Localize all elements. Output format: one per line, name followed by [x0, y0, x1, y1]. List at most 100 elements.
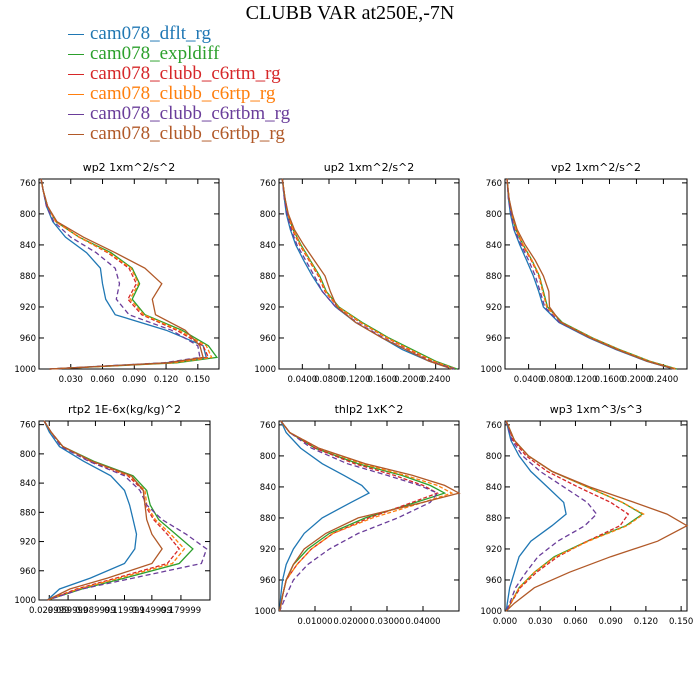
x-tick-label: 0.090 [122, 375, 146, 385]
series-line-4 [506, 178, 677, 370]
x-tick-label: 0.119999 [104, 606, 145, 616]
y-tick-label: 800 [260, 452, 276, 462]
x-tick-label: 0.2000 [622, 375, 652, 385]
panel-title: thlp2 1xK^2 [335, 403, 404, 416]
y-tick-label: 1000 [14, 596, 36, 606]
x-tick-label: 0.059999 [48, 606, 89, 616]
x-tick-label: 0.0800 [314, 375, 344, 385]
figure-title: CLUBB VAR at250E,-7N [245, 2, 455, 24]
y-tick-label: 1000 [480, 607, 502, 617]
x-tick-label: 0.029999 [29, 606, 70, 616]
series-line-3 [40, 178, 210, 370]
legend-swatch-1 [68, 33, 84, 35]
series-line-1 [279, 420, 371, 612]
panel-frame [278, 420, 460, 612]
x-tick-label: 0.120 [154, 375, 178, 385]
legend-swatch-6 [68, 133, 84, 135]
x-tick-label: 0.2000 [394, 375, 424, 385]
y-tick-label: 800 [486, 210, 502, 220]
legend-item-1: cam078_dflt_rg [68, 23, 290, 44]
series-line-2 [279, 420, 447, 612]
legend-label-4: cam078_clubb_c6rtp_rg [90, 83, 276, 104]
legend-item-3: cam078_clubb_c6rtm_rg [68, 63, 290, 84]
legend-label-6: cam078_clubb_c6rtbp_rg [90, 123, 285, 144]
series-line-5 [43, 420, 208, 601]
x-tick-label: 0.1200 [568, 375, 598, 385]
y-tick-label: 960 [486, 576, 502, 586]
y-tick-label: 760 [260, 421, 276, 431]
x-tick-label: 0.060 [90, 375, 114, 385]
y-tick-label: 760 [260, 179, 276, 189]
x-tick-label: 0.04000 [405, 617, 440, 627]
y-tick-label: 880 [20, 272, 36, 282]
y-tick-label: 840 [486, 241, 502, 251]
legend-label-5: cam078_clubb_c6rtbm_rg [90, 103, 291, 124]
y-tick-label: 880 [260, 272, 276, 282]
panel-5: thlp2 1xK^2 760 800 840 880 920 960 1000 0.01000… [254, 403, 461, 627]
series-line-6 [281, 178, 453, 370]
panel-frame [278, 178, 460, 370]
x-tick-label: 0.179999 [161, 606, 202, 616]
x-tick-label: 0.2400 [649, 375, 679, 385]
legend: cam078_dflt_rg cam078_expldiff cam078_cl… [68, 23, 291, 144]
legend-item-4: cam078_clubb_c6rtp_rg [68, 83, 290, 104]
y-tick-label: 800 [20, 450, 36, 460]
y-tick-label: 1000 [254, 365, 276, 375]
series-line-5 [40, 178, 201, 370]
y-tick-label: 880 [260, 514, 276, 524]
legend-item-2: cam078_expldiff [68, 43, 290, 64]
series-line-1 [40, 178, 208, 370]
series-line-6 [505, 420, 689, 612]
x-tick-label: 0.1600 [367, 375, 397, 385]
y-tick-label: 920 [486, 303, 502, 313]
y-tick-label: 880 [486, 272, 502, 282]
y-tick-label: 920 [260, 303, 276, 313]
x-tick-label: 0.150 [669, 617, 693, 627]
panel-title: rtp2 1E-6x(kg/kg)^2 [68, 403, 181, 416]
series-line-6 [506, 178, 675, 370]
legend-label-3: cam078_clubb_c6rtm_rg [90, 63, 281, 84]
x-tick-label: 0.030 [528, 617, 552, 627]
y-tick-label: 960 [20, 334, 36, 344]
series-line-4 [40, 178, 213, 370]
x-tick-label: 0.089999 [75, 606, 116, 616]
legend-swatch-2 [68, 53, 84, 55]
panel-frame [38, 178, 220, 370]
x-tick-label: 0.01000 [297, 617, 332, 627]
x-tick-label: 0.000 [493, 617, 517, 627]
y-tick-label: 760 [486, 179, 502, 189]
series-line-3 [505, 420, 630, 612]
y-tick-label: 840 [20, 479, 36, 489]
y-tick-label: 920 [486, 545, 502, 555]
legend-label-1: cam078_dflt_rg [90, 23, 212, 44]
series-line-1 [281, 178, 453, 370]
series-line-5 [281, 178, 455, 370]
panel-frame [504, 178, 688, 370]
x-tick-label: 0.090 [599, 617, 623, 627]
x-tick-label: 0.149999 [132, 606, 173, 616]
y-tick-label: 840 [486, 483, 502, 493]
series-line-3 [281, 178, 456, 370]
y-tick-label: 920 [20, 303, 36, 313]
x-tick-label: 0.0800 [541, 375, 571, 385]
y-tick-label: 880 [486, 514, 502, 524]
y-tick-label: 1000 [254, 607, 276, 617]
x-tick-label: 0.03000 [369, 617, 404, 627]
panel-title: vp2 1xm^2/s^2 [551, 161, 641, 174]
panel-3: vp2 1xm^2/s^2 760 800 840 880 920 960 1000 0.040… [480, 161, 688, 385]
x-tick-label: 0.1600 [595, 375, 625, 385]
series-line-5 [505, 420, 598, 612]
y-tick-label: 960 [486, 334, 502, 344]
y-tick-label: 880 [20, 508, 36, 518]
panel-1: wp2 1xm^2/s^2 760 800 840 880 920 960 1000 0.030… [14, 161, 220, 385]
y-tick-label: 840 [260, 483, 276, 493]
x-tick-label: 0.0400 [287, 375, 317, 385]
y-tick-label: 800 [260, 210, 276, 220]
y-tick-label: 920 [260, 545, 276, 555]
y-tick-label: 800 [486, 452, 502, 462]
panel-2: up2 1xm^2/s^2 760 800 840 880 920 960 1000 0.040… [254, 161, 460, 385]
y-tick-label: 760 [20, 421, 36, 431]
y-tick-label: 840 [20, 241, 36, 251]
panel-title: up2 1xm^2/s^2 [324, 161, 415, 174]
y-tick-label: 760 [486, 421, 502, 431]
